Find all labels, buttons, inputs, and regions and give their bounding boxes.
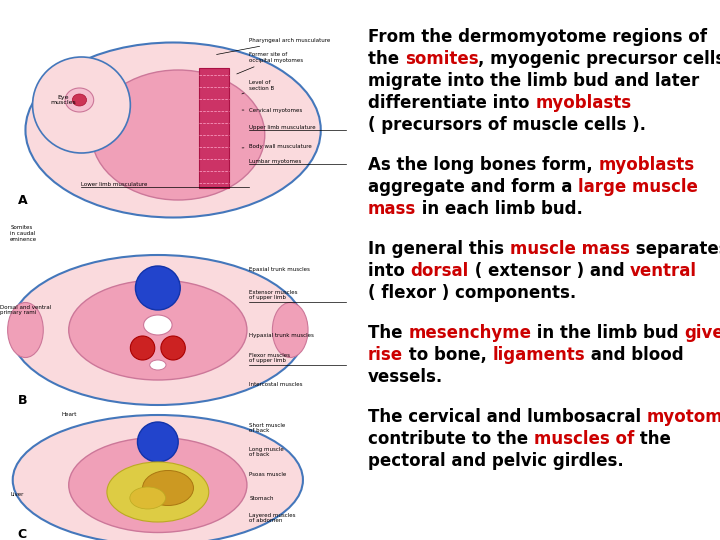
Circle shape [135,266,180,310]
Text: Cervical myotomes: Cervical myotomes [242,108,302,113]
Text: mass: mass [368,200,416,218]
Text: Eye
muscles: Eye muscles [50,94,76,105]
Text: ventral: ventral [630,262,697,280]
Ellipse shape [68,280,247,380]
Text: Epaxial trunk muscles: Epaxial trunk muscles [249,267,310,273]
Text: Heart: Heart [61,413,76,417]
Text: myotome: myotome [647,408,720,426]
Ellipse shape [143,470,194,505]
Ellipse shape [130,487,166,509]
Text: aggregate and form a: aggregate and form a [368,178,578,196]
Text: separates: separates [629,240,720,258]
Text: Former site of
occipital myotomes: Former site of occipital myotomes [237,52,304,74]
Text: A: A [17,193,27,206]
Text: Stomach: Stomach [249,496,274,501]
Ellipse shape [272,302,308,357]
Text: ( flexor ) components.: ( flexor ) components. [368,284,576,302]
Text: somites: somites [405,50,479,68]
Bar [199,68,229,188]
Text: pectoral and pelvic girdles.: pectoral and pelvic girdles. [368,452,624,470]
Text: Psoas muscle: Psoas muscle [249,472,287,477]
Ellipse shape [143,315,172,335]
Text: Liver: Liver [10,492,24,497]
Text: Body wall musculature: Body wall musculature [242,144,312,149]
Ellipse shape [8,302,43,357]
Ellipse shape [13,415,303,540]
Text: in the limb bud: in the limb bud [531,324,685,342]
Circle shape [138,422,179,462]
Text: Lower limb musculature: Lower limb musculature [81,183,148,187]
Text: gives: gives [685,324,720,342]
Text: Layered muscles
of abdomen: Layered muscles of abdomen [249,512,296,523]
Text: Level of
section B: Level of section B [242,80,274,94]
Text: The: The [368,324,408,342]
Ellipse shape [25,43,321,218]
Text: ligaments: ligaments [492,346,585,364]
Ellipse shape [150,360,166,370]
Text: to bone,: to bone, [403,346,492,364]
Text: and blood: and blood [585,346,684,364]
Text: As the long bones form,: As the long bones form, [368,156,598,174]
Text: C: C [18,529,27,540]
Text: Long muscle
of back: Long muscle of back [249,447,284,457]
Text: Upper limb musculature: Upper limb musculature [249,125,316,131]
Ellipse shape [10,255,305,405]
Text: contribute to the: contribute to the [368,430,534,448]
Text: into: into [368,262,410,280]
Circle shape [32,57,130,153]
Text: muscles of: muscles of [534,430,634,448]
Ellipse shape [107,462,209,522]
Text: Dorsal and ventral
primary rami: Dorsal and ventral primary rami [0,305,51,315]
Text: rise: rise [368,346,403,364]
Text: the: the [368,50,405,68]
Text: , myogenic precursor cells: , myogenic precursor cells [479,50,720,68]
Text: the: the [634,430,671,448]
Text: myoblasts: myoblasts [598,156,695,174]
Text: Short muscle
of back: Short muscle of back [249,423,286,434]
Text: dorsal: dorsal [410,262,469,280]
Text: From the dermomyotome regions of: From the dermomyotome regions of [368,28,707,46]
Text: Lumbar myotomes: Lumbar myotomes [249,159,302,165]
Text: myoblasts: myoblasts [535,94,631,112]
Text: vessels.: vessels. [368,368,444,386]
Text: differentiate into: differentiate into [368,94,535,112]
Ellipse shape [91,70,265,200]
Text: Flexor muscles
of upper limb: Flexor muscles of upper limb [249,353,290,363]
Text: In general this: In general this [368,240,510,258]
Text: B: B [18,394,27,407]
Text: ( precursors of muscle cells ).: ( precursors of muscle cells ). [368,116,646,134]
Text: in each limb bud.: in each limb bud. [416,200,583,218]
Ellipse shape [66,88,94,112]
Text: large muscle: large muscle [578,178,698,196]
Text: Extensor muscles
of upper limb: Extensor muscles of upper limb [249,289,298,300]
Circle shape [161,336,185,360]
Text: mesenchyme: mesenchyme [408,324,531,342]
Text: migrate into the limb bud and later: migrate into the limb bud and later [368,72,699,90]
Circle shape [130,336,155,360]
Text: muscle mass: muscle mass [510,240,629,258]
Ellipse shape [68,437,247,532]
Text: Intercostal muscles: Intercostal muscles [249,382,303,388]
Ellipse shape [72,94,86,106]
Text: The cervical and lumbosacral: The cervical and lumbosacral [368,408,647,426]
Text: Somites
in caudal
eminence: Somites in caudal eminence [10,225,37,241]
Text: Pharyngeal arch musculature: Pharyngeal arch musculature [217,38,330,55]
Text: ( extensor ) and: ( extensor ) and [469,262,630,280]
Text: Hypaxial trunk muscles: Hypaxial trunk muscles [249,333,315,338]
